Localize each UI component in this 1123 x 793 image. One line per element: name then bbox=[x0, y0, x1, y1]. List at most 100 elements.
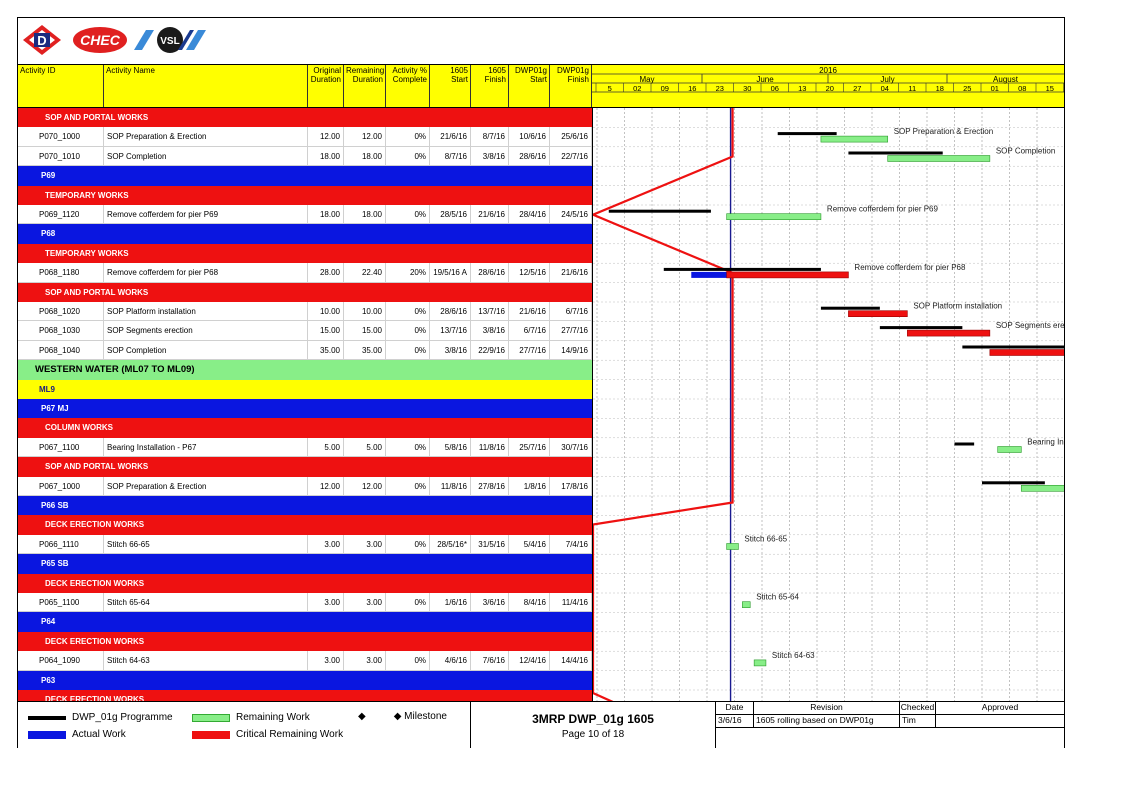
cell-name: SOP Completion bbox=[104, 340, 308, 360]
cell-id: P070_1000 bbox=[36, 127, 104, 146]
week-label: 01 bbox=[991, 84, 999, 93]
bar-programme bbox=[982, 481, 1045, 485]
gantt-chart: SOP Preparation & Erection SOP Completion… bbox=[592, 108, 1064, 711]
group-row-blue: P66 SB bbox=[18, 496, 592, 516]
activity-row: P068_1040 SOP Completion 35.00 35.00 0% 3/8/1… bbox=[18, 340, 592, 361]
cell-f2: 22/7/16 bbox=[550, 146, 592, 166]
cell-f2: 21/6/16 bbox=[550, 263, 592, 282]
revision-checked: Tim bbox=[900, 715, 936, 728]
activity-row: P066_1110 Stitch 66-65 3.00 3.00 0% 28/5/16* 3… bbox=[18, 534, 592, 555]
group-row-red: SOP AND PORTAL WORKS bbox=[18, 282, 592, 302]
header-original-duration: Original Duration bbox=[308, 65, 344, 107]
cell-pct: 20% bbox=[386, 263, 430, 282]
chec-logo: CHEC bbox=[73, 27, 127, 53]
header-activity-id: Activity ID bbox=[18, 65, 104, 107]
revision-table: Date Revision Checked Approved 3/6/16 16… bbox=[716, 702, 1064, 748]
cell-s2: 1/8/16 bbox=[509, 476, 550, 495]
timescale: 2016 May June July August 5 02 09 16 23 30 06 13 20 27… bbox=[592, 66, 1064, 93]
cell-od: 3.00 bbox=[308, 651, 344, 670]
cell-rd: 15.00 bbox=[344, 321, 386, 340]
group-label: SOP AND PORTAL WORKS bbox=[45, 462, 149, 472]
group-label: P67 MJ bbox=[41, 404, 69, 413]
cell-s2: 10/6/16 bbox=[509, 127, 550, 146]
bar-programme bbox=[608, 209, 711, 213]
group-label: ML9 bbox=[39, 384, 55, 394]
cell-f2: 11/4/16 bbox=[550, 593, 592, 612]
cell-pct: 0% bbox=[386, 593, 430, 612]
cell-id: P068_1020 bbox=[36, 302, 104, 321]
header-remaining-duration: Remaining Duration bbox=[344, 65, 386, 107]
cell-rd: 3.00 bbox=[344, 534, 386, 554]
cell-f1: 28/6/16 bbox=[471, 263, 509, 282]
bar-critical bbox=[726, 271, 849, 279]
group-label: P69 bbox=[41, 171, 56, 181]
cell-pct: 0% bbox=[386, 205, 430, 224]
group-label: P63 bbox=[41, 675, 56, 685]
group-row-blue: P63 bbox=[18, 670, 592, 690]
legend-block: DWP_01g Programme Actual Work Remaining … bbox=[18, 701, 1064, 748]
cell-f2: 27/7/16 bbox=[550, 321, 592, 340]
cell-pct: 0% bbox=[386, 127, 430, 146]
group-label: TEMPORARY WORKS bbox=[45, 248, 129, 258]
bar-programme bbox=[848, 151, 943, 155]
header-dwp-start: DWP01g Start bbox=[509, 65, 550, 107]
cell-rd: 18.00 bbox=[344, 205, 386, 224]
cell-s1: 19/5/16 A bbox=[430, 263, 471, 282]
bar-remaining bbox=[820, 135, 889, 143]
week-label: 02 bbox=[633, 84, 641, 93]
week-label: 09 bbox=[661, 84, 669, 93]
bar-remaining bbox=[726, 543, 739, 550]
revision-text: 1605 rolling based on DWP01g bbox=[754, 715, 900, 728]
group-label: SOP AND PORTAL WORKS bbox=[45, 287, 149, 297]
cell-id: P069_1120 bbox=[36, 205, 104, 224]
cell-f1: 3/8/16 bbox=[471, 146, 509, 166]
cell-f2: 30/7/16 bbox=[550, 437, 592, 457]
milestone-diamond-icon: ◆ bbox=[358, 711, 366, 722]
group-label: DECK ERECTION WORKS bbox=[45, 636, 145, 646]
week-label: 18 bbox=[936, 84, 944, 93]
cell-f2: 6/7/16 bbox=[550, 302, 592, 321]
cell-od: 18.00 bbox=[308, 146, 344, 166]
revision-date: 3/6/16 bbox=[716, 715, 754, 728]
bar-remaining bbox=[726, 213, 822, 220]
week-label: 16 bbox=[688, 84, 696, 93]
week-label: 5 bbox=[608, 84, 612, 93]
group-label: P68 bbox=[41, 229, 56, 239]
cell-rd: 3.00 bbox=[344, 651, 386, 670]
bar-label: SOP Preparation & Erection bbox=[894, 127, 993, 136]
activity-row: P065_1100 Stitch 65-64 3.00 3.00 0% 1/6/16 3/6… bbox=[18, 593, 592, 613]
cell-name: Remove cofferdem for pier P68 bbox=[104, 263, 308, 282]
cell-f1: 13/7/16 bbox=[471, 302, 509, 321]
bar-label: Stitch 65-64 bbox=[756, 593, 799, 602]
week-label: 15 bbox=[1046, 84, 1054, 93]
cell-id: P068_1030 bbox=[36, 321, 104, 340]
group-label: P66 SB bbox=[41, 501, 69, 510]
bar-remaining bbox=[1020, 484, 1064, 492]
cell-s1: 28/6/16 bbox=[430, 302, 471, 321]
year-label: 2016 bbox=[819, 66, 837, 75]
activity-row: P070_1010 SOP Completion 18.00 18.00 0% 8/7/1… bbox=[18, 146, 592, 167]
cell-pct: 0% bbox=[386, 321, 430, 340]
bar-label: Remove cofferdem for pier P69 bbox=[827, 205, 939, 214]
group-label: SOP AND PORTAL WORKS bbox=[45, 113, 149, 122]
cell-pct: 0% bbox=[386, 534, 430, 554]
group-label: WESTERN WATER (ML07 TO ML09) bbox=[35, 364, 195, 376]
bar-remaining bbox=[997, 446, 1022, 453]
activity-row: P069_1120 Remove cofferdem for pier P69 18… bbox=[18, 205, 592, 225]
activity-table: SOP AND PORTAL WORKS P070_1000 SOP Prepara… bbox=[18, 108, 592, 711]
cell-name: Stitch 64-63 bbox=[104, 651, 308, 670]
cell-s2: 21/6/16 bbox=[509, 302, 550, 321]
cell-id: P067_1100 bbox=[36, 437, 104, 457]
legend-milestone: ◆ ◆ Milestone bbox=[358, 711, 447, 722]
cell-f2: 17/8/16 bbox=[550, 476, 592, 495]
cell-id: P064_1090 bbox=[36, 651, 104, 670]
cell-name: Bearing Installation - P67 bbox=[104, 437, 308, 457]
cell-s2: 25/7/16 bbox=[509, 437, 550, 457]
group-row-blue: P67 MJ bbox=[18, 399, 592, 419]
group-row-red: COLUMN WORKS bbox=[18, 418, 592, 438]
svg-text:CHEC: CHEC bbox=[80, 32, 121, 48]
sheet-title: 3MRP DWP_01g 1605 bbox=[532, 712, 654, 726]
cell-name: SOP Completion bbox=[104, 146, 308, 166]
group-label: TEMPORARY WORKS bbox=[45, 190, 129, 200]
month-label: May bbox=[639, 75, 654, 84]
